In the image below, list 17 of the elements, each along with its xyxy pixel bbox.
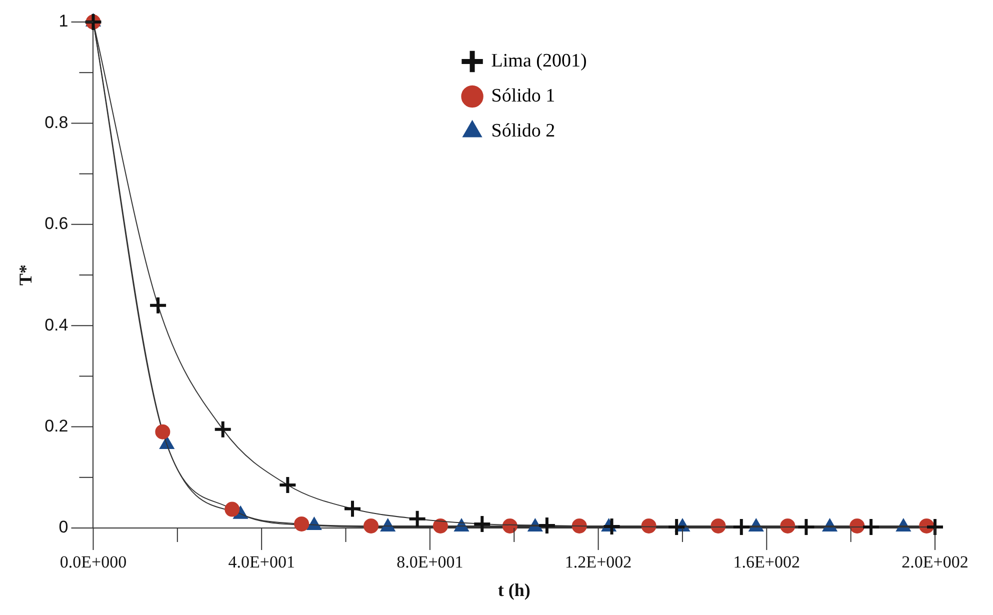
y-tick-label: 1 — [58, 12, 68, 31]
legend-label: Lima (2001) — [491, 50, 587, 72]
legend-label: Sólido 1 — [491, 85, 556, 106]
x-tick-label: 1.2E+002 — [564, 552, 632, 572]
y-tick-label: 0.2 — [44, 416, 68, 436]
legend-label: Sólido 2 — [491, 120, 556, 142]
x-tick-label: 4.0E+001 — [228, 552, 295, 572]
x-tick-label: 1.6E+002 — [733, 552, 800, 572]
x-tick-label: 8.0E+001 — [396, 552, 464, 572]
y-axis-title: T* — [15, 264, 36, 286]
y-tick-label: 0.4 — [44, 315, 68, 334]
x-tick-label: 0.0E+000 — [60, 552, 127, 572]
y-tick-label: 0.6 — [44, 214, 68, 234]
y-tick-label: 0 — [58, 518, 68, 537]
x-tick-label: 2.0E+002 — [902, 552, 968, 572]
y-tick-label: 0.8 — [44, 112, 68, 132]
x-axis-title: t (h) — [498, 580, 530, 600]
